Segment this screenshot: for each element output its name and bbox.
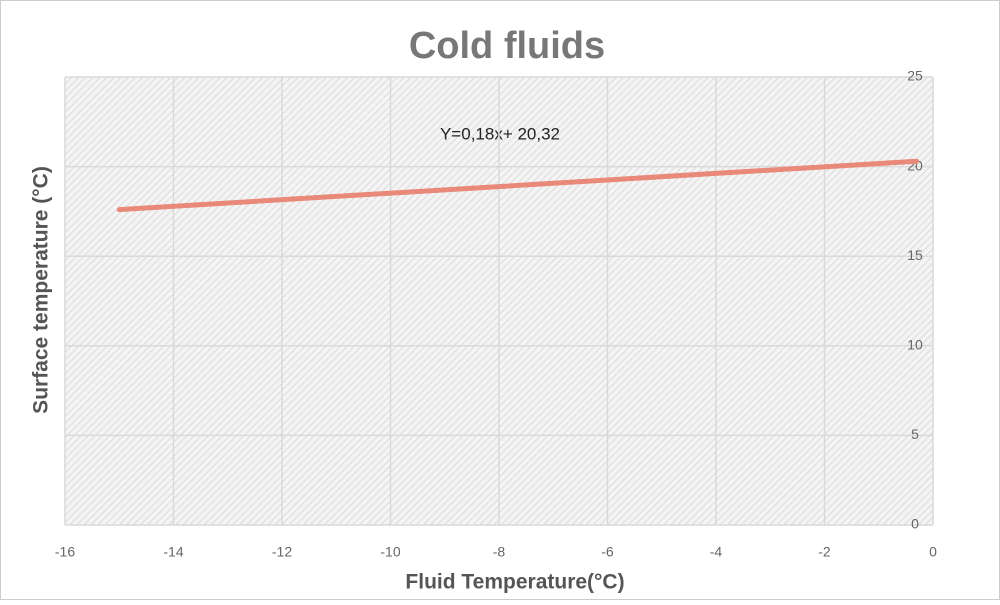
x-tick-label: -16 — [55, 544, 75, 560]
x-tick-label: 0 — [929, 544, 937, 560]
y-axis-title: Surface temperature (°C) — [30, 166, 53, 414]
x-tick-label: -4 — [710, 544, 723, 560]
x-tick-label: -8 — [493, 544, 506, 560]
line — [116, 158, 920, 213]
y-tick-label: 0 — [911, 516, 919, 532]
y-tick-label: 10 — [907, 337, 923, 353]
x-tick-label: -6 — [601, 544, 614, 560]
x-axis-title: Fluid Temperature(°C) — [405, 571, 624, 594]
y-tick-label: 15 — [907, 247, 923, 263]
annotation: Y=0,18x+ 20,32 — [440, 124, 560, 143]
y-tick-label: 25 — [907, 68, 923, 84]
chart-title: Cold fluids — [409, 25, 605, 67]
x-tick-label: -2 — [818, 544, 831, 560]
x-tick-label: -14 — [163, 544, 183, 560]
x-tick-label: -12 — [272, 544, 292, 560]
x-tick-label: -10 — [380, 544, 400, 560]
y-tick-label: 5 — [911, 426, 919, 442]
